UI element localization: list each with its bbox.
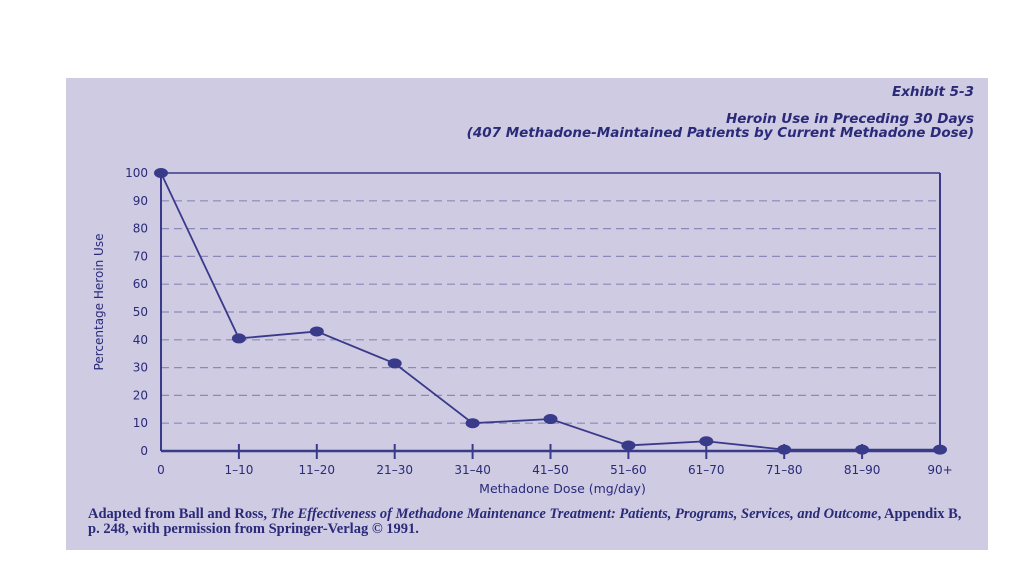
data-point xyxy=(309,326,324,337)
caption-prefix: Adapted from Ball and Ross, xyxy=(88,506,271,522)
source-caption: Adapted from Ball and Ross, The Effectiv… xyxy=(88,507,968,537)
x-tick-label: 51–60 xyxy=(610,463,647,477)
data-point xyxy=(855,444,870,455)
data-point xyxy=(621,440,636,451)
chart-title: Heroin Use in Preceding 30 Days xyxy=(725,111,974,127)
y-tick-label: 100 xyxy=(125,166,148,180)
x-tick-label: 1–10 xyxy=(224,463,253,477)
y-tick-label: 0 xyxy=(140,444,148,458)
data-point xyxy=(777,444,792,455)
x-tick-label: 21–30 xyxy=(376,463,413,477)
x-tick-label: 61–70 xyxy=(688,463,725,477)
y-tick-label: 60 xyxy=(133,277,148,291)
x-tick-label: 41–50 xyxy=(532,463,569,477)
chart-subtitle: (407 Methadone-Maintained Patients by Cu… xyxy=(466,125,974,141)
y-tick-label: 10 xyxy=(133,416,148,430)
x-tick-label: 71–80 xyxy=(766,463,803,477)
x-axis-title: Methadone Dose (mg/day) xyxy=(479,481,646,496)
line-chart: 0 10 20 30 40 50 60 70 80 90 100 0 1–10 11–20 21–30 31–… xyxy=(92,166,953,496)
data-point xyxy=(231,333,246,344)
y-tick-label: 80 xyxy=(133,222,148,236)
x-tick-label: 31–40 xyxy=(454,463,491,477)
series-line xyxy=(160,172,940,451)
y-tick-label: 40 xyxy=(133,333,148,347)
y-tick-label: 30 xyxy=(133,361,148,375)
data-point xyxy=(933,444,947,455)
y-axis-title: Percentage Heroin Use xyxy=(92,234,106,371)
x-tick-label: 0 xyxy=(157,463,165,477)
data-point xyxy=(154,168,168,178)
x-tick-label: 81–90 xyxy=(844,463,881,477)
y-tick-label: 20 xyxy=(133,388,148,402)
y-tick-label: 70 xyxy=(133,249,148,263)
x-tick-label: 11–20 xyxy=(299,463,336,477)
y-tick-label: 90 xyxy=(133,194,148,208)
x-tick-label: 90+ xyxy=(927,463,952,477)
exhibit-label: Exhibit 5-3 xyxy=(891,84,974,100)
y-tick-label: 50 xyxy=(133,305,148,319)
caption-book-title: The Effectiveness of Methadone Maintenan… xyxy=(270,506,878,522)
data-point xyxy=(465,418,480,429)
caption-suffix: , Appendix B, p. 248, with permission fr… xyxy=(88,506,962,537)
data-point xyxy=(699,436,714,447)
data-point xyxy=(543,414,558,425)
data-point xyxy=(387,358,402,369)
exhibit-panel: Exhibit 5-3 Heroin Use in Preceding 30 D… xyxy=(66,78,988,550)
